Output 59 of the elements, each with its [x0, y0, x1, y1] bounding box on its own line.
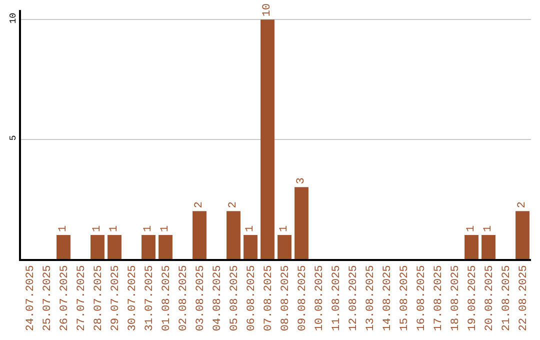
bar [142, 235, 156, 259]
x-tick-label: 22.08.2025 [518, 265, 530, 332]
bar [244, 235, 258, 259]
bar [294, 187, 308, 259]
data-label: 1 [142, 225, 154, 232]
x-tick-label: 24.07.2025 [25, 265, 38, 332]
data-label: 1 [244, 225, 256, 232]
x-tick-label: 02.08.2025 [178, 265, 190, 332]
x-tick-label: 03.08.2025 [195, 265, 208, 332]
x-tick-label: 30.07.2025 [127, 265, 140, 332]
bar [56, 235, 70, 259]
bar [516, 211, 530, 259]
bar [260, 20, 274, 259]
x-tick-label: 29.07.2025 [110, 265, 122, 332]
x-tick-label: 18.08.2025 [450, 265, 462, 332]
x-tick-label: 20.08.2025 [484, 265, 496, 332]
x-tick-label: 12.08.2025 [348, 265, 360, 332]
x-tick-label: 13.08.2025 [365, 265, 378, 332]
x-tick-label: 14.08.2025 [382, 265, 394, 332]
data-label: 2 [228, 202, 240, 208]
data-label: 1 [482, 225, 494, 232]
bar [482, 235, 496, 259]
x-tick-label: 28.07.2025 [93, 265, 106, 332]
bar [90, 235, 104, 259]
bar [108, 235, 122, 259]
x-tick-label: 09.08.2025 [297, 265, 310, 332]
x-tick-label: 07.08.2025 [263, 265, 276, 332]
data-label: 1 [278, 225, 290, 232]
data-label: 1 [58, 225, 70, 232]
x-tick-label: 19.08.2025 [467, 265, 480, 332]
x-tick-label: 25.07.2025 [42, 265, 54, 332]
x-tick-label: 08.08.2025 [280, 265, 292, 332]
data-label: 1 [466, 225, 478, 232]
data-label: 1 [160, 225, 172, 232]
bar [464, 235, 478, 259]
x-tick-label: 11.08.2025 [331, 265, 344, 332]
data-label: 1 [92, 225, 104, 232]
bar [226, 211, 240, 259]
x-tick-label: 04.08.2025 [212, 265, 224, 332]
data-label: 10 [262, 3, 274, 17]
data-label: 1 [108, 225, 120, 232]
x-tick-label: 17.08.2025 [433, 265, 446, 332]
data-label: 2 [516, 202, 528, 208]
bar [158, 235, 172, 259]
x-tick-label: 27.07.2025 [76, 265, 88, 332]
data-label: 2 [194, 202, 206, 208]
x-tick-label: 21.08.2025 [501, 265, 514, 332]
x-tick-label: 06.08.2025 [246, 265, 258, 332]
x-tick-label: 10.08.2025 [314, 265, 326, 332]
data-label: 3 [296, 178, 308, 184]
x-tick-label: 01.08.2025 [161, 265, 174, 332]
x-tick-label: 15.08.2025 [399, 265, 412, 332]
x-tick-label: 31.07.2025 [144, 265, 156, 332]
x-tick-label: 16.08.2025 [416, 265, 428, 332]
bar [278, 235, 292, 259]
x-tick-label: 26.07.2025 [59, 265, 72, 332]
bar [192, 211, 206, 259]
x-tick-label: 05.08.2025 [229, 265, 242, 332]
y-tick-label: 5 [8, 135, 19, 141]
